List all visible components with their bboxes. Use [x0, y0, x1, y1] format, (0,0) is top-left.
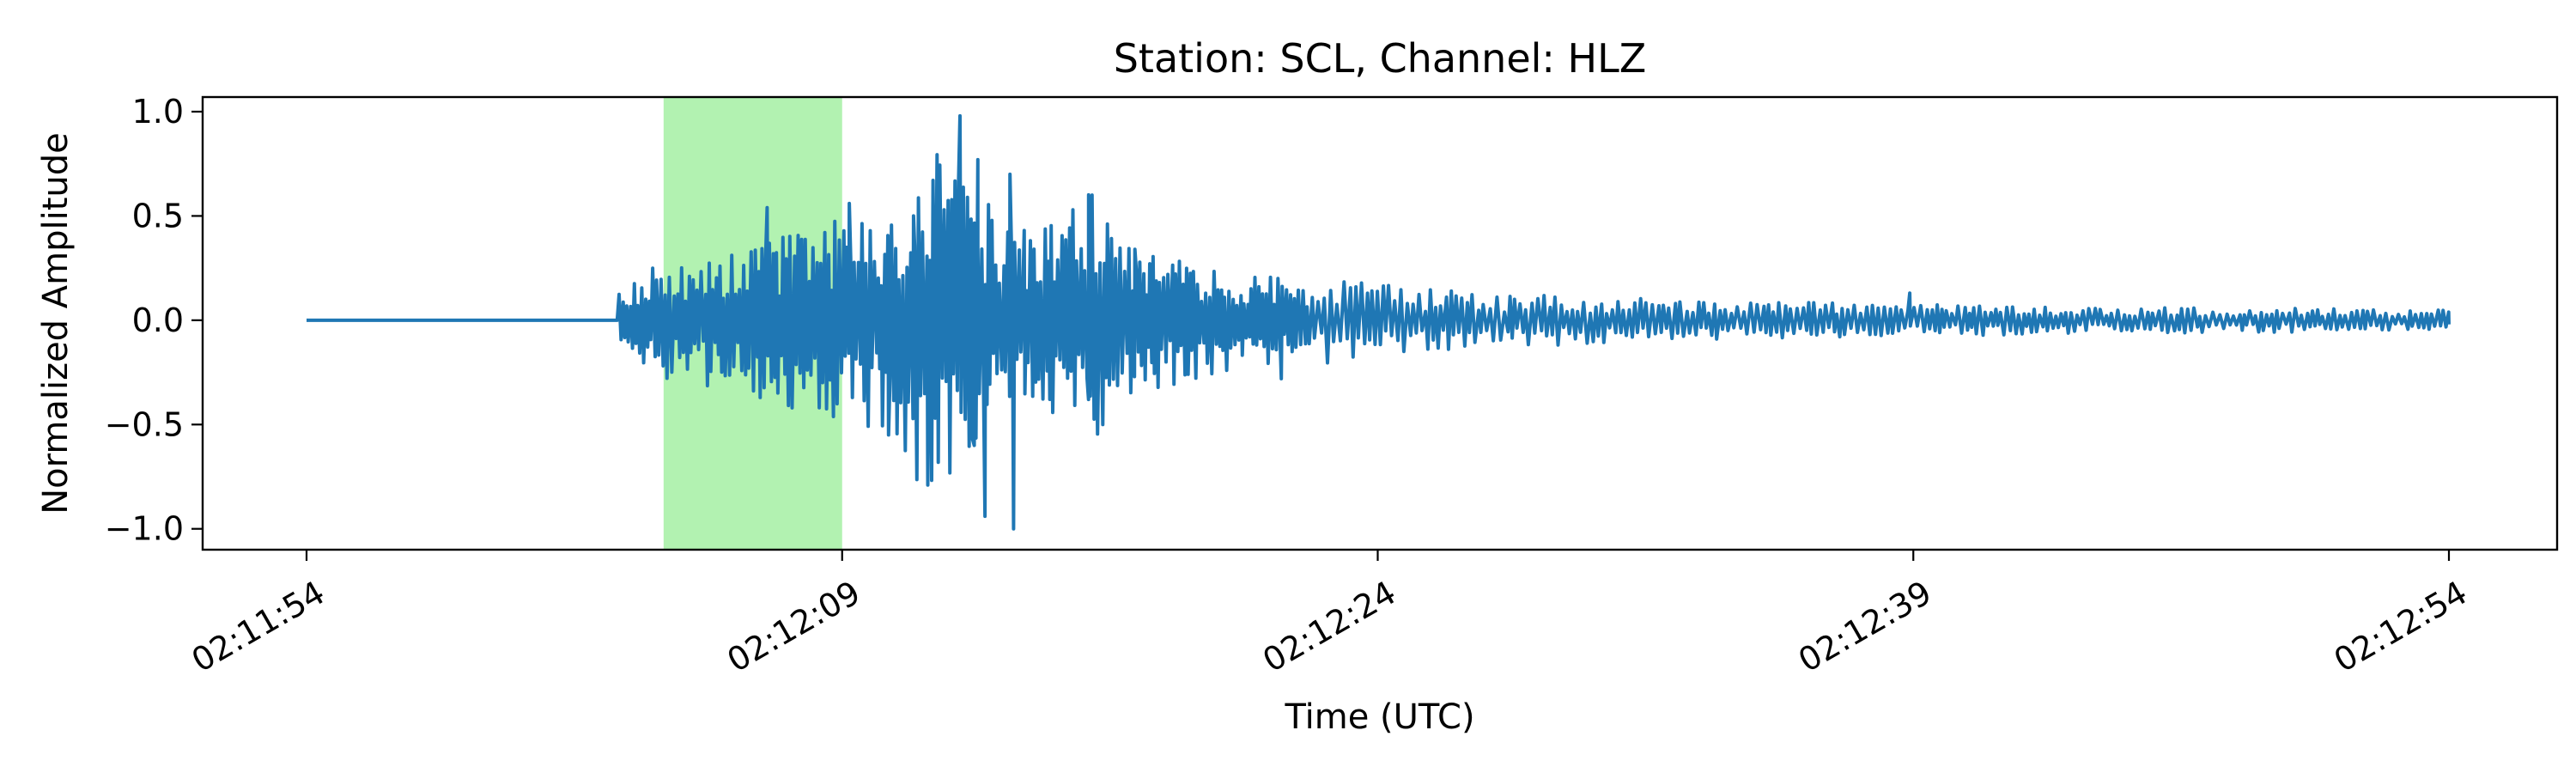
y-tick-label: −0.5: [105, 405, 184, 443]
y-axis-title: Normalized Amplitude: [36, 132, 76, 514]
x-axis-title: Time (UTC): [1284, 697, 1474, 737]
plot-frame: [201, 95, 2559, 551]
y-tick-label: −1.0: [105, 510, 184, 548]
waveform-line: [307, 113, 2451, 531]
trace-layer: [307, 113, 2451, 531]
y-axis: 1.0 0.5 0.0 −0.5 −1.0: [105, 93, 203, 548]
x-tick-label: 02:12:24: [1256, 574, 1402, 679]
x-tick-label: 02:12:09: [720, 574, 866, 679]
y-tick-label: 1.0: [132, 93, 184, 131]
x-tick-label: 02:12:54: [2328, 574, 2474, 679]
x-tick-label: 02:11:54: [185, 574, 331, 679]
x-tick-label: 02:12:39: [1792, 574, 1938, 679]
chart-title: Station: SCL, Channel: HLZ: [1114, 35, 1647, 82]
x-axis: 02:11:54 02:12:09 02:12:24 02:12:39 02:12:54: [185, 550, 2474, 679]
y-tick-label: 0.5: [132, 197, 184, 234]
y-tick-label: 0.0: [132, 301, 184, 339]
